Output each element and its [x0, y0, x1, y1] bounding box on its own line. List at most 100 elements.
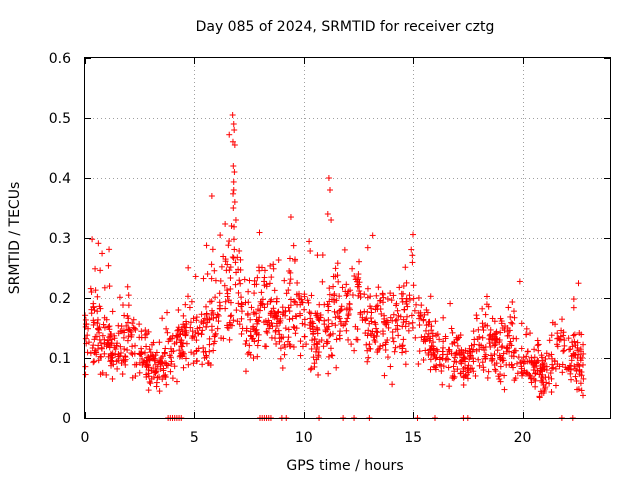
data-point	[422, 347, 429, 354]
data-point	[153, 368, 160, 375]
data-point	[203, 242, 210, 249]
data-point	[333, 364, 340, 371]
data-point	[216, 290, 223, 297]
data-point	[504, 324, 511, 331]
data-point	[440, 314, 447, 321]
data-point	[390, 311, 397, 318]
data-point	[281, 277, 288, 284]
data-point	[329, 320, 336, 327]
data-point	[142, 327, 149, 334]
x-tick-label: 5	[190, 430, 199, 446]
data-point	[131, 325, 138, 332]
x-tick-label: 20	[514, 430, 532, 446]
data-point	[90, 321, 97, 328]
data-point	[211, 333, 218, 340]
data-point	[226, 131, 233, 138]
data-point	[343, 318, 350, 325]
data-point	[536, 371, 543, 378]
data-point	[423, 336, 430, 343]
data-point	[157, 366, 164, 373]
data-point	[501, 386, 508, 393]
data-point	[454, 366, 461, 373]
data-point	[535, 347, 542, 354]
data-point	[332, 265, 339, 272]
data-point	[182, 324, 189, 331]
data-point	[390, 292, 397, 299]
data-point	[104, 337, 111, 344]
data-point	[292, 313, 299, 320]
data-point	[402, 264, 409, 271]
data-point	[120, 334, 127, 341]
data-point	[330, 283, 337, 290]
data-point	[231, 127, 238, 133]
data-point	[294, 279, 301, 286]
data-point	[225, 242, 232, 249]
data-point	[493, 360, 500, 367]
data-point	[128, 350, 135, 357]
data-point	[469, 348, 476, 355]
data-point	[497, 363, 504, 370]
data-point	[432, 355, 439, 362]
data-point	[371, 337, 378, 344]
data-point	[100, 321, 107, 328]
data-point	[207, 361, 214, 368]
data-point	[147, 349, 154, 356]
x-tick-label: 10	[295, 430, 313, 446]
data-point	[129, 374, 136, 381]
data-point	[170, 347, 177, 354]
data-point	[498, 344, 505, 351]
data-point	[508, 362, 515, 369]
data-point	[401, 306, 408, 313]
data-point	[101, 324, 108, 331]
data-point	[198, 311, 205, 318]
data-point	[314, 327, 321, 334]
data-point	[306, 309, 313, 316]
data-point	[428, 323, 435, 330]
data-point	[92, 287, 99, 294]
data-point	[449, 373, 456, 380]
data-point	[482, 322, 489, 329]
data-point	[307, 247, 314, 254]
data-point	[99, 369, 106, 376]
data-point	[92, 265, 99, 272]
data-point	[559, 361, 566, 368]
data-point	[87, 285, 94, 292]
data-point	[421, 311, 428, 318]
data-point	[462, 372, 469, 379]
data-point	[168, 361, 175, 368]
data-point	[410, 295, 417, 302]
data-point	[377, 306, 384, 313]
data-point	[94, 320, 101, 327]
data-point	[559, 316, 566, 323]
data-point	[495, 373, 502, 380]
data-point	[85, 339, 92, 346]
data-point	[511, 314, 518, 321]
data-point	[243, 325, 250, 332]
y-tick-labels: 0 0.1 0.2 0.3 0.4 0.5 0.6	[49, 51, 71, 427]
x-tick-label: 15	[404, 430, 422, 446]
data-point	[293, 325, 300, 332]
y-tick-label: 0	[62, 411, 71, 427]
data-point	[217, 277, 224, 284]
data-point	[234, 318, 241, 325]
data-point	[208, 275, 215, 282]
data-point	[540, 382, 547, 389]
data-point	[297, 352, 304, 359]
data-point	[513, 335, 520, 342]
data-point	[194, 357, 201, 364]
data-point	[449, 340, 456, 347]
data-point	[212, 332, 219, 339]
data-point	[363, 341, 370, 348]
data-point	[151, 356, 158, 363]
data-point	[365, 354, 372, 361]
data-point	[237, 280, 244, 287]
data-point	[378, 310, 385, 317]
data-point	[356, 258, 363, 265]
data-point	[97, 267, 104, 274]
data-point	[457, 370, 464, 377]
data-point	[177, 330, 184, 337]
data-point	[217, 232, 224, 239]
data-point	[277, 317, 284, 324]
data-point	[402, 348, 409, 355]
data-point	[307, 325, 314, 332]
